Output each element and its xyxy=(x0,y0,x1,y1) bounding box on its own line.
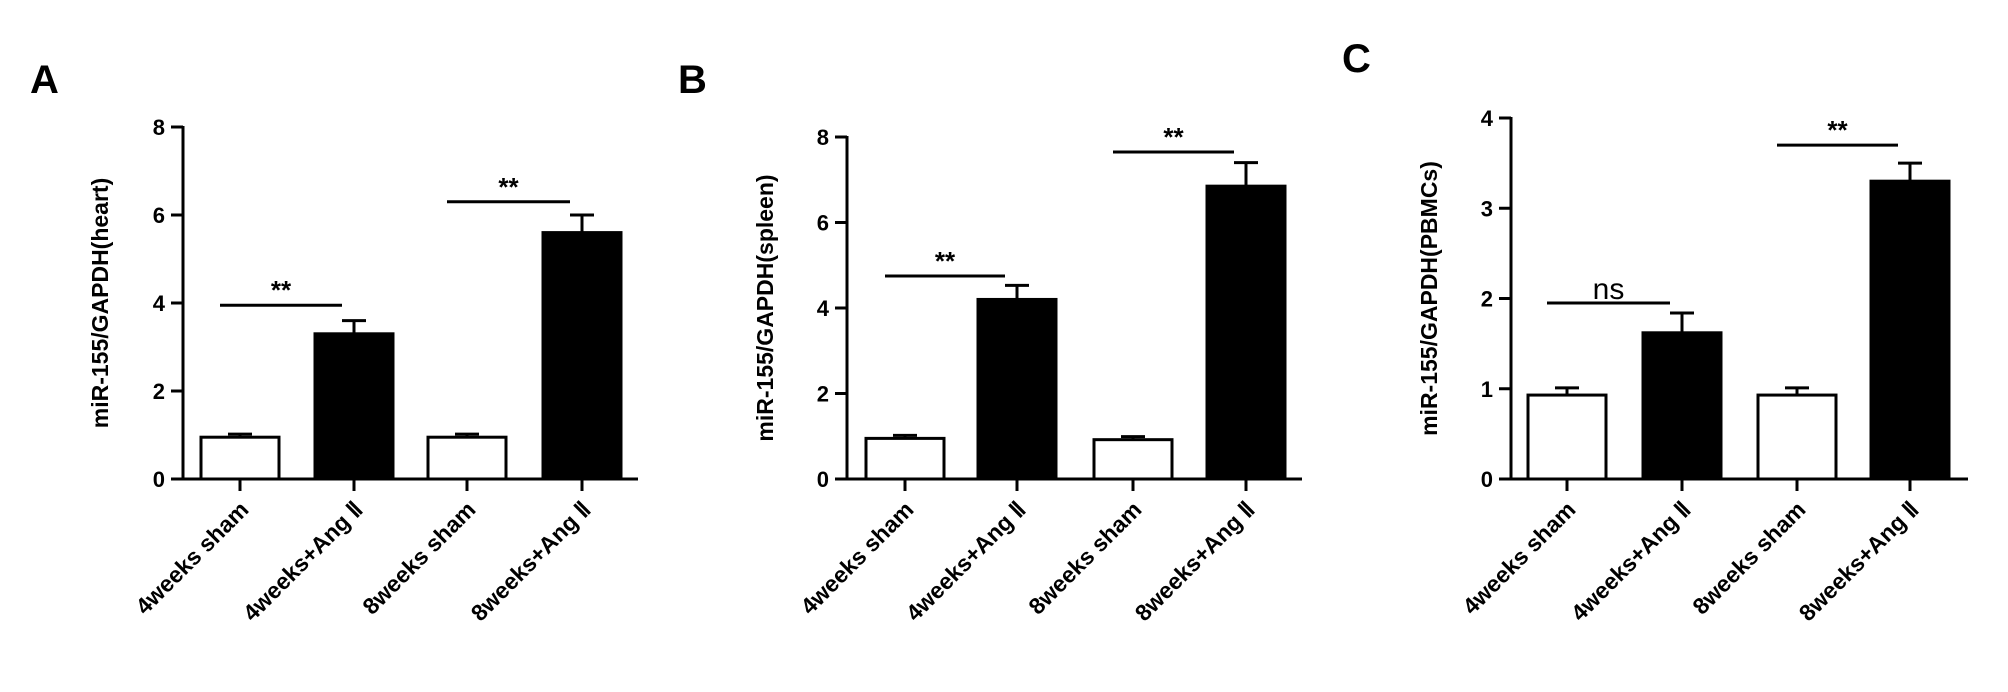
y-tick-label: 4 xyxy=(1481,106,1494,131)
significance-label-1: ** xyxy=(935,246,956,276)
y-tick-label: 2 xyxy=(153,379,165,404)
category-label-3: 8weeks sham xyxy=(1023,496,1146,619)
category-label-4: 8weeks+Ang Ⅱ xyxy=(1794,496,1924,626)
bar-2 xyxy=(313,332,395,481)
significance-label-1: ** xyxy=(271,275,292,305)
bar-1 xyxy=(1526,393,1608,481)
panel-label: B xyxy=(678,58,707,102)
category-label-2: 4weeks+Ang Ⅱ xyxy=(1566,496,1696,626)
bar-3 xyxy=(426,435,508,481)
y-axis-title: miR-155/GAPDH(heart) xyxy=(87,178,113,429)
significance-label-2: ** xyxy=(1827,115,1848,145)
bar-4 xyxy=(1869,179,1951,481)
panel-label: C xyxy=(1342,37,1371,81)
y-tick-label: 8 xyxy=(817,125,829,150)
y-tick-label: 0 xyxy=(817,467,829,492)
bar-3 xyxy=(1092,438,1174,481)
y-tick-label: 3 xyxy=(1481,196,1493,221)
category-label-2: 4weeks+Ang Ⅱ xyxy=(238,496,368,626)
y-tick-label: 6 xyxy=(817,211,829,236)
bar-2 xyxy=(1641,331,1723,481)
bar-1 xyxy=(199,435,281,481)
category-label-4: 8weeks+Ang Ⅱ xyxy=(466,496,596,626)
category-label-1: 4weeks sham xyxy=(795,496,918,619)
y-tick-label: 1 xyxy=(1481,377,1493,402)
y-tick-label: 8 xyxy=(153,115,165,140)
bar-4 xyxy=(1205,184,1287,481)
bar-1 xyxy=(864,436,946,481)
bar-3 xyxy=(1756,393,1838,481)
category-label-3: 8weeks sham xyxy=(357,496,480,619)
category-label-4: 8weeks+Ang Ⅱ xyxy=(1130,496,1260,626)
chart-panel-c: C 0 1 2 3 4 miR-155/GAPDH(PBMCs) 4weeks sham4we… xyxy=(1342,37,1968,626)
y-tick-label: 4 xyxy=(153,291,166,316)
chart-panel-a: A 0 2 4 6 8 miR-155/GAPDH(heart) 4weeks sham4we… xyxy=(30,58,638,626)
significance-label-2: ** xyxy=(1163,122,1184,152)
y-axis-title: miR-155/GAPDH(spleen) xyxy=(752,174,778,441)
y-tick-label: 0 xyxy=(153,467,165,492)
y-axis-title: miR-155/GAPDH(PBMCs) xyxy=(1416,161,1442,436)
bar-2 xyxy=(976,297,1058,481)
y-tick-label: 0 xyxy=(1481,467,1493,492)
y-tick-label: 2 xyxy=(817,382,829,407)
category-label-3: 8weeks sham xyxy=(1687,496,1810,619)
chart-panel-b: B 0 2 4 6 8 miR-155/GAPDH(spleen) 4weeks sham4w… xyxy=(678,58,1302,626)
y-tick-label: 2 xyxy=(1481,287,1493,312)
category-label-1: 4weeks sham xyxy=(1457,496,1580,619)
category-label-1: 4weeks sham xyxy=(130,496,253,619)
significance-label-1: ns xyxy=(1593,273,1625,306)
y-tick-label: 4 xyxy=(817,296,830,321)
significance-label-2: ** xyxy=(498,172,519,202)
category-label-2: 4weeks+Ang Ⅱ xyxy=(901,496,1031,626)
panel-label: A xyxy=(30,58,59,102)
y-tick-label: 6 xyxy=(153,203,165,228)
bar-4 xyxy=(541,231,623,481)
